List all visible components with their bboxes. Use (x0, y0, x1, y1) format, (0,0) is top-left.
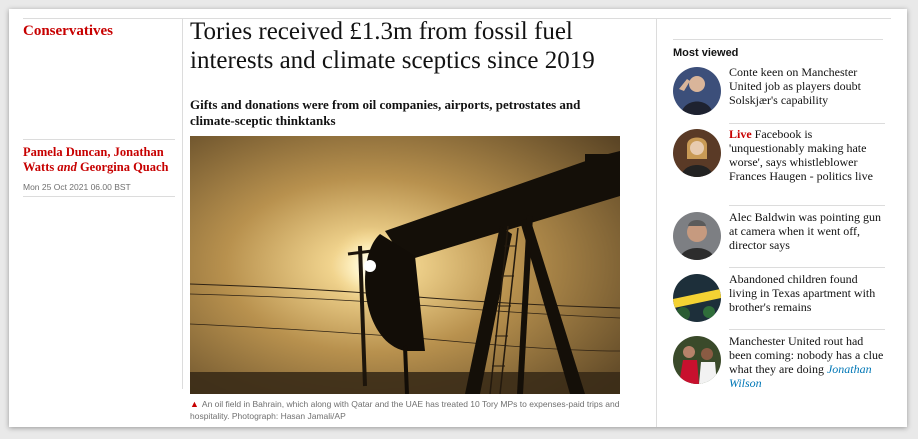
article-standfirst: Gifts and donations were from oil compan… (190, 97, 581, 128)
author-link[interactable]: Georgina Quach (79, 160, 169, 174)
image-caption: ▲ An oil field in Bahrain, which along wi… (190, 398, 620, 422)
byline-conjunction: and (57, 160, 77, 174)
most-viewed-heading: Most viewed (673, 47, 739, 59)
publish-date: Mon 25 Oct 2021 06.00 BST (23, 182, 131, 192)
thumbnail-conte (673, 67, 721, 115)
column-divider-right (656, 19, 657, 427)
byline: Pamela Duncan, Jonathan Watts and Georgi… (23, 145, 169, 174)
article-main-image[interactable] (190, 136, 620, 394)
most-viewed-headline: Abandoned children found living in Texas… (729, 272, 876, 314)
thumbnail-manchester-united (673, 336, 721, 384)
triangle-icon: ▲ (190, 399, 199, 409)
article-headline: Tories received £1.3m from fossil fuel i… (190, 18, 595, 74)
item-divider (729, 123, 885, 124)
thumbnail-baldwin (673, 212, 721, 260)
item-divider (729, 267, 885, 268)
oil-pump-photo (190, 136, 620, 394)
article-page: Conservatives Tories received £1.3m from… (9, 9, 907, 427)
thumbnail-police-tape (673, 274, 721, 322)
live-kicker: Live (729, 127, 752, 141)
top-rule (23, 18, 891, 19)
byline-rule-top (23, 139, 175, 140)
column-divider-left (182, 19, 183, 389)
author-link[interactable]: Pamela Duncan (23, 145, 108, 159)
most-viewed-headline: Conte keen on Manchester United job as p… (729, 65, 861, 107)
author-link[interactable]: Jonathan Wilson (729, 362, 872, 390)
caption-text: An oil field in Bahrain, which along wit… (190, 399, 620, 421)
section-label[interactable]: Conservatives (23, 23, 113, 39)
most-viewed-headline: Alec Baldwin was pointing gun at camera … (729, 210, 881, 252)
author-link[interactable]: Jonathan Watts (23, 145, 164, 174)
item-divider (729, 329, 885, 330)
byline-rule-bottom (23, 196, 175, 197)
most-viewed-headline: Manchester United rout had been coming: … (729, 334, 884, 390)
most-viewed-headline: Live Facebook is 'unquestionably making … (729, 127, 873, 183)
thumbnail-haugen (673, 129, 721, 177)
most-viewed-rule (673, 39, 883, 40)
item-divider (729, 205, 885, 206)
